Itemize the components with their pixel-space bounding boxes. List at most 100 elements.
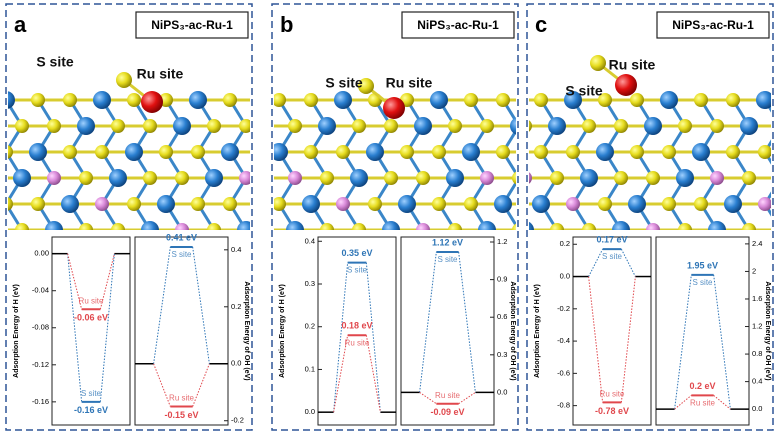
atom: [512, 223, 516, 230]
atom: [255, 145, 269, 159]
site-name: Ru site: [690, 398, 715, 407]
atom: [141, 221, 159, 230]
atom: [400, 145, 414, 159]
atom: [29, 143, 47, 161]
atom: [676, 169, 694, 187]
atom: [256, 119, 270, 133]
site-label: Ru site: [386, 75, 433, 91]
value-label: -0.16 eV: [74, 405, 108, 415]
atom: [496, 93, 510, 107]
atom: [274, 197, 286, 211]
atom: [77, 117, 95, 135]
site-name: Ru site: [435, 391, 460, 400]
atom: [566, 197, 580, 211]
plot-frame: [572, 236, 652, 426]
connector: [419, 391, 437, 405]
atom: [127, 93, 141, 107]
y-tick-label: -0.4: [557, 336, 570, 345]
atom: [758, 145, 771, 159]
atom: [63, 93, 77, 107]
site-name: Ru site: [169, 394, 194, 403]
y-tick-label: 0.2: [231, 302, 241, 311]
y-tick-label: 0.0: [231, 359, 241, 368]
site-name: S site: [602, 252, 623, 261]
y-tick-label: 0.00: [34, 249, 49, 258]
atom: [191, 145, 205, 159]
connector: [99, 253, 115, 310]
atom: [239, 171, 250, 185]
atom: [8, 145, 13, 159]
site-name: Ru site: [600, 390, 625, 399]
panel-label: b: [280, 12, 293, 37]
site-label: S site: [36, 54, 74, 70]
site-label: S site: [565, 83, 603, 99]
atom: [189, 91, 207, 109]
atom: [334, 91, 352, 109]
atom: [582, 223, 596, 230]
atom: [237, 221, 250, 230]
atom: [662, 145, 676, 159]
site-label: Ru site: [609, 57, 656, 73]
connector: [67, 253, 83, 402]
atom: [446, 169, 464, 187]
site-name: S site: [692, 278, 713, 287]
atom: [510, 117, 516, 135]
y-tick-label: -0.12: [32, 360, 49, 369]
atom: [614, 171, 628, 185]
panel-title: NiPS₃-ac-Ru-1: [672, 18, 754, 32]
y-tick-label: -0.04: [32, 286, 49, 295]
atom: [644, 117, 662, 135]
atom: [548, 117, 566, 135]
atom: [109, 169, 127, 187]
panel-border: [271, 3, 519, 431]
atom: [646, 223, 660, 230]
panel-border: [5, 3, 253, 431]
site-name: S site: [81, 389, 102, 398]
y-tick-label: 0.1: [305, 364, 315, 373]
atom: [157, 195, 175, 213]
y-tick-label: -0.8: [557, 401, 570, 410]
atom: [774, 223, 779, 237]
atom: [304, 93, 318, 107]
y-axis-title: Adsorption Energy of OH (eV): [764, 281, 771, 380]
atom: [432, 145, 446, 159]
atom: [646, 171, 660, 185]
value-label: -0.15 eV: [164, 410, 198, 420]
atom: [630, 93, 644, 107]
atom: [223, 93, 237, 107]
atom: [111, 119, 125, 133]
value-label: 0.2 eV: [689, 381, 715, 391]
connector: [674, 395, 692, 410]
ru-atom: [615, 74, 637, 96]
value-label: 1.95 eV: [687, 260, 718, 270]
y-axis-title: Adsorption Energy of OH (eV): [243, 281, 250, 380]
site-name: S site: [347, 266, 368, 275]
y-tick-label: 0.0: [305, 407, 315, 416]
atom: [529, 221, 534, 230]
atom: [320, 223, 334, 230]
atom: [598, 197, 612, 211]
atom: [175, 171, 189, 185]
value-label: -0.06 eV: [74, 313, 108, 323]
atom: [694, 93, 708, 107]
atom: [432, 197, 446, 211]
atom: [254, 169, 272, 187]
connector: [333, 262, 349, 413]
atom: [61, 195, 79, 213]
panel-title: NiPS₃-ac-Ru-1: [417, 18, 499, 32]
atom: [724, 195, 742, 213]
atom: [628, 195, 646, 213]
value-label: -0.78 eV: [595, 406, 629, 416]
value-label: 1.12 eV: [432, 237, 463, 247]
plot-frame: [317, 236, 397, 426]
atom: [660, 91, 678, 109]
atom: [590, 55, 606, 71]
atom: [352, 119, 366, 133]
atom: [350, 169, 368, 187]
site-name: S site: [171, 250, 192, 259]
y-tick-label: -0.6: [557, 368, 570, 377]
value-label: 0.17 eV: [596, 234, 627, 244]
atom: [678, 119, 692, 133]
y-tick-label: 0.4: [305, 236, 315, 245]
